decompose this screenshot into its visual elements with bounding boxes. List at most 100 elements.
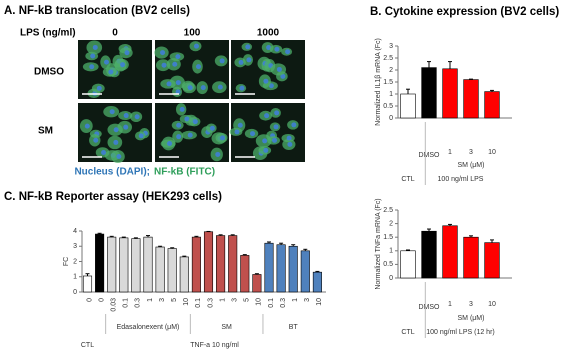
- nucleus: [124, 50, 130, 56]
- bar: [119, 237, 129, 293]
- bar: [400, 93, 416, 119]
- micrographs: [78, 40, 305, 163]
- bar: [276, 244, 286, 293]
- nucleus: [286, 135, 292, 141]
- bar: [107, 236, 117, 293]
- bar: [463, 79, 479, 119]
- group-label: Edasalonexent (μM): [117, 324, 180, 331]
- nucleus: [113, 139, 119, 145]
- nucleus: [234, 129, 240, 135]
- column-label: 100: [184, 28, 201, 39]
- y-tick-label: 2: [389, 67, 393, 74]
- y-tick-label: 2: [73, 258, 77, 265]
- nucleus: [280, 73, 286, 79]
- nucleus: [273, 124, 279, 130]
- x-tick-label: 5: [171, 298, 178, 302]
- bar: [228, 235, 238, 293]
- x-tick-label: 10: [256, 298, 263, 306]
- nucleus: [239, 85, 245, 91]
- nucleus: [276, 66, 282, 72]
- group-label: SM (μM): [458, 162, 485, 169]
- nucleus: [134, 114, 140, 120]
- nucleus: [192, 119, 198, 125]
- nucleus: [84, 123, 90, 129]
- x-tick-label: 0.3: [135, 298, 142, 308]
- x-tick-label: 0.03: [111, 298, 118, 312]
- group-label: BT: [289, 324, 299, 331]
- x-tick-label: 0.1: [268, 298, 275, 308]
- nucleus: [237, 122, 243, 128]
- nucleus: [166, 81, 172, 87]
- x-tick-label: 0.3: [207, 298, 214, 308]
- y-tick-label: 1: [73, 274, 77, 281]
- nucleus: [193, 43, 199, 49]
- footer-label: 100 ng/ml LPS (12 hr): [426, 329, 494, 336]
- nucleus: [245, 44, 251, 50]
- bar: [203, 231, 214, 293]
- y-axis-label: Normalized TNFa mRNA (Fc): [375, 198, 382, 289]
- nucleus: [220, 135, 226, 141]
- nucleus: [138, 133, 144, 139]
- chart-title: C. NF-kB Reporter assay (HEK293 cells): [4, 191, 222, 203]
- bar: [252, 274, 262, 293]
- footer-label: 100 ng/ml LPS: [438, 176, 484, 183]
- x-tick-label: 1: [147, 298, 154, 302]
- nucleus: [274, 46, 280, 52]
- nucleus: [89, 64, 95, 70]
- x-tick-label: DMSO: [419, 304, 441, 311]
- bar: [484, 242, 500, 279]
- group-label: SM (μM): [458, 315, 485, 322]
- nucleus: [90, 53, 96, 59]
- row-label: SM: [38, 126, 53, 137]
- nucleus: [209, 125, 215, 131]
- panel-a-title: A. NF-kB translocation (BV2 cells): [4, 5, 190, 17]
- nucleus: [285, 49, 291, 55]
- nucleus: [116, 154, 122, 160]
- column-label: 0: [112, 28, 118, 39]
- x-tick-label: 0.1: [123, 298, 130, 308]
- nucleus: [250, 131, 256, 137]
- bar: [179, 256, 189, 293]
- bar: [95, 233, 105, 293]
- bar: [143, 236, 153, 293]
- y-axis-label: FC: [63, 257, 70, 266]
- column-label: 1000: [257, 28, 280, 39]
- nucleus: [179, 106, 185, 112]
- x-tick-label: 10: [488, 149, 496, 156]
- y-tick-label: 0.5: [383, 261, 393, 268]
- bar: [288, 245, 298, 293]
- nucleus: [217, 84, 223, 90]
- nucleus: [123, 113, 129, 119]
- y-tick-label: 3: [73, 243, 77, 250]
- bar: [155, 246, 165, 293]
- nucleus: [160, 50, 166, 56]
- nucleus: [108, 69, 114, 75]
- y-tick-label: 0: [389, 115, 393, 122]
- x-tick-label: 0: [98, 298, 105, 302]
- x-tick-label: 1: [292, 298, 299, 302]
- lps-label: LPS (ng/ml): [20, 28, 76, 39]
- bar: [191, 236, 201, 293]
- x-tick-label: DMSO: [419, 152, 441, 159]
- x-tick-label: 5: [244, 298, 251, 302]
- nucleus: [96, 85, 102, 91]
- nucleus: [272, 137, 278, 143]
- bar: [442, 68, 458, 119]
- nucleus: [123, 124, 129, 130]
- nucleus: [200, 85, 206, 91]
- x-tick-label: 3: [469, 149, 473, 156]
- x-tick-label: 0.1: [195, 298, 202, 308]
- x-tick-label: 1: [219, 298, 226, 302]
- x-tick-label: CTL: [401, 176, 414, 183]
- nucleus: [291, 122, 297, 128]
- y-tick-label: 1: [389, 248, 393, 255]
- bar: [442, 225, 458, 279]
- nucleus: [176, 122, 182, 128]
- nucleus: [93, 137, 99, 143]
- nucleus: [104, 59, 110, 65]
- bar: [484, 91, 500, 119]
- nucleus: [161, 62, 167, 68]
- panel-b-title: B. Cytokine expression (BV2 cells): [370, 6, 559, 18]
- y-tick-label: 1.5: [383, 234, 393, 241]
